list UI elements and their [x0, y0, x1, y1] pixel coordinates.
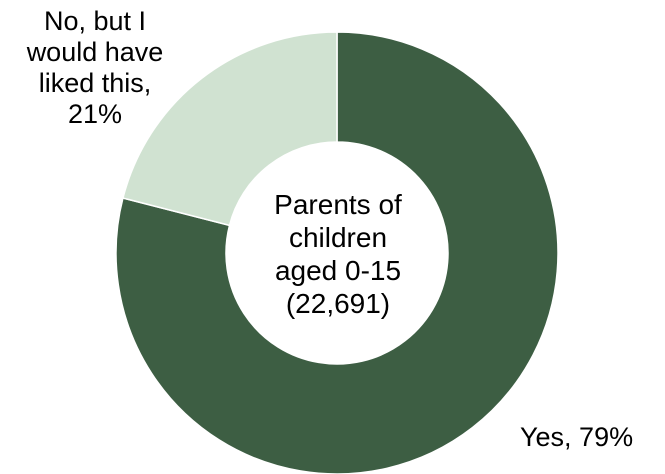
donut-center-label: Parents of children aged 0-15 (22,691) — [228, 188, 448, 320]
slice-label-yes: Yes, 79% — [520, 422, 634, 452]
center-label-line: aged 0-15 — [274, 255, 402, 286]
center-label-line: children — [288, 222, 388, 253]
slice-label-no: No, but I would have liked this, 21% — [0, 6, 190, 130]
slice-label-no-line: liked this, — [38, 68, 152, 98]
slice-label-no-line: No, but I — [43, 6, 147, 36]
slice-label-no-line: 21% — [67, 99, 123, 129]
slice-label-no-line: would have — [26, 37, 164, 67]
donut-hole — [226, 142, 448, 364]
center-label-line: Parents of — [274, 189, 402, 220]
center-label-line: (22,691) — [285, 288, 391, 319]
